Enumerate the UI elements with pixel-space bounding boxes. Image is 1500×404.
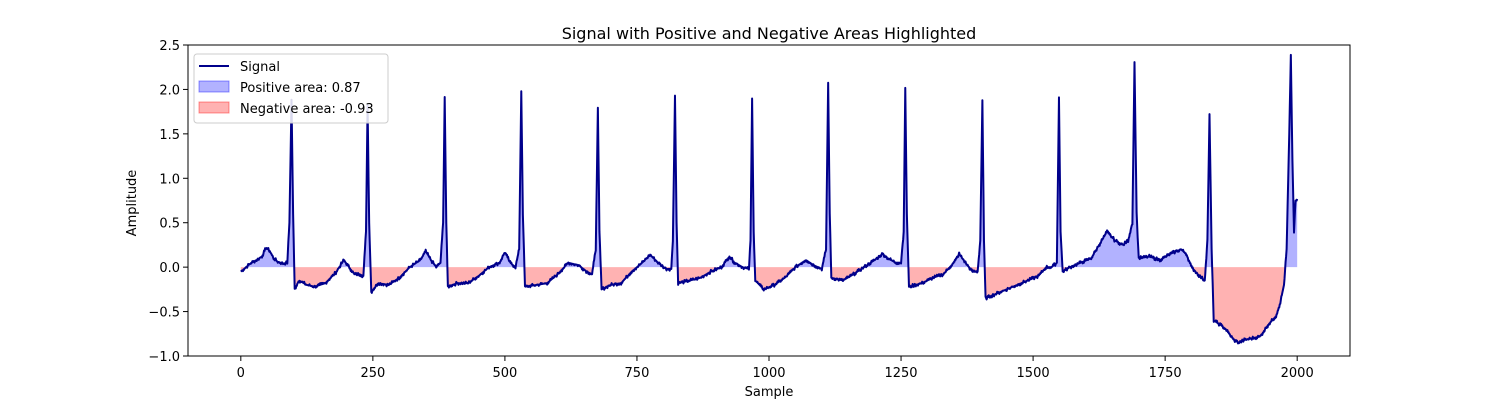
signal-line <box>240 53 1299 345</box>
y-axis-label: Amplitude <box>125 170 140 237</box>
x-axis-ticks: 0 250 500 750 1000 1250 1500 1750 2000 <box>237 356 1314 381</box>
area-fills <box>240 56 1298 343</box>
legend: Signal Positive area: 0.87 Negative area… <box>193 53 389 124</box>
legend-positive-label: Positive area: 0.87 <box>240 81 361 96</box>
negative-area-fill <box>240 267 1298 343</box>
x-tick-label: 1250 <box>884 366 917 381</box>
chart-title: Signal with Positive and Negative Areas … <box>562 24 977 43</box>
x-tick-label: 500 <box>492 366 517 381</box>
x-tick-label: 1750 <box>1149 366 1182 381</box>
legend-signal-label: Signal <box>240 60 280 75</box>
x-tick-label: 0 <box>237 366 245 381</box>
y-tick-label: 2.0 <box>159 83 180 98</box>
y-tick-label: 0.5 <box>159 217 180 232</box>
legend-positive-swatch <box>198 80 230 93</box>
x-axis-label: Sample <box>745 385 794 400</box>
y-tick-label: 1.0 <box>159 172 180 187</box>
legend-negative-swatch <box>198 101 230 114</box>
signal-line-layer <box>240 53 1299 345</box>
x-tick-label: 250 <box>360 366 385 381</box>
y-tick-label: 0.0 <box>159 261 180 276</box>
y-tick-label: −1.0 <box>148 350 180 365</box>
x-tick-label: 1500 <box>1017 366 1050 381</box>
legend-box <box>193 53 389 124</box>
y-tick-label: 1.5 <box>159 128 180 143</box>
x-tick-label: 2000 <box>1281 366 1314 381</box>
y-axis-ticks: −1.0 −0.5 0.0 0.5 1.0 1.5 2.0 2.5 <box>148 39 188 365</box>
y-tick-label: −0.5 <box>148 306 180 321</box>
x-tick-label: 750 <box>625 366 650 381</box>
legend-negative-label: Negative area: -0.93 <box>240 102 374 117</box>
y-tick-label: 2.5 <box>159 39 180 54</box>
x-tick-label: 1000 <box>752 366 785 381</box>
